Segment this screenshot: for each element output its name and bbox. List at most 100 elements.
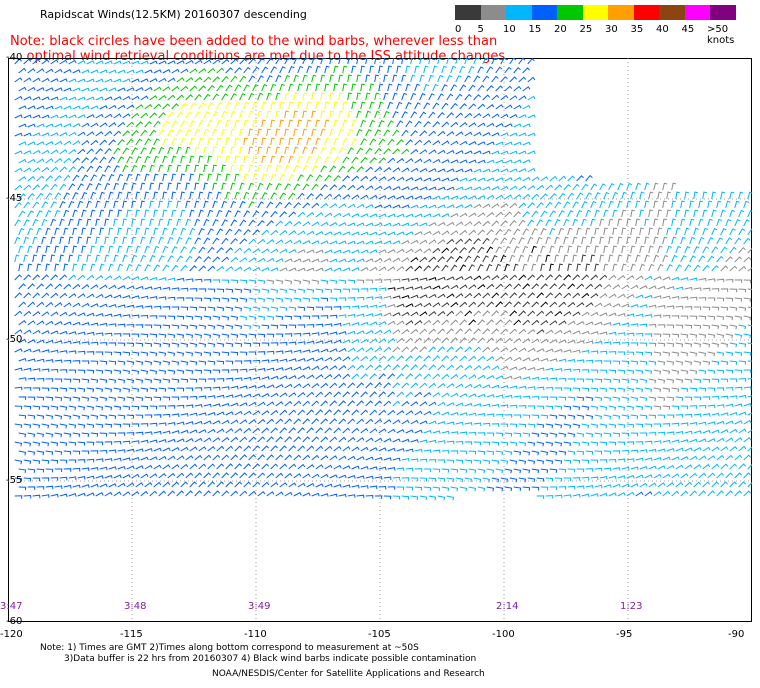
wind-barb (230, 472, 238, 479)
wind-barb (554, 348, 563, 353)
wind-barb (122, 164, 129, 173)
wind-barb (275, 418, 284, 425)
wind-barb (333, 373, 342, 380)
wind-barb (221, 351, 230, 356)
wind-barb (230, 333, 239, 339)
wind-barb (203, 218, 210, 227)
wind-barb (693, 464, 702, 470)
wind-barb (392, 419, 401, 425)
wind-barb (284, 183, 291, 191)
wind-barb (572, 477, 581, 481)
wind-barb (396, 65, 402, 74)
wind-barb (401, 477, 410, 481)
wind-barb (14, 495, 23, 499)
wind-barb (140, 78, 149, 83)
wind-barb (288, 137, 294, 146)
wind-barb (162, 209, 168, 218)
wind-barb (113, 165, 120, 173)
wind-barb (707, 278, 716, 282)
wind-barb (693, 227, 699, 236)
wind-barb (113, 313, 122, 318)
wind-barb (365, 204, 374, 209)
wind-barb (401, 364, 409, 371)
wind-barb (86, 274, 95, 281)
wind-barb (324, 212, 333, 218)
wind-barb (311, 348, 320, 353)
wind-barb (27, 263, 32, 272)
wind-barb (230, 128, 236, 137)
wind-barb (495, 246, 502, 254)
wind-barb (158, 77, 167, 83)
wind-barb (234, 342, 243, 347)
wind-barb (108, 432, 117, 437)
wind-barb (126, 245, 132, 254)
wind-barb (230, 351, 239, 356)
wind-barb (437, 328, 446, 335)
wind-barb (99, 432, 108, 437)
wind-barb (441, 65, 447, 74)
wind-barb (284, 383, 293, 389)
wind-barb (410, 477, 419, 482)
wind-barb (108, 104, 117, 110)
wind-barb (72, 87, 81, 92)
wind-barb (176, 236, 183, 245)
wind-barb (45, 123, 54, 128)
wind-barb (716, 200, 722, 209)
wind-barb (153, 342, 162, 348)
wind-barb (590, 218, 596, 227)
wind-barb (500, 441, 509, 446)
wind-barb (329, 382, 338, 389)
wind-barb (459, 177, 468, 182)
wind-barb (513, 395, 522, 399)
wind-barb (473, 75, 481, 83)
wind-barb (279, 267, 288, 272)
wind-barb (738, 360, 747, 365)
wind-barb (122, 200, 128, 209)
wind-barb (320, 400, 329, 407)
wind-barb (567, 175, 576, 182)
wind-barb (41, 114, 50, 119)
wind-barb (608, 218, 614, 227)
wind-barb (306, 267, 315, 272)
wind-barb (297, 324, 306, 328)
wind-barb (135, 378, 144, 384)
wind-barb (594, 467, 603, 472)
wind-barb (135, 209, 140, 218)
wind-barb (743, 279, 752, 284)
wind-barb (432, 158, 441, 164)
legend-label: 40 (656, 24, 669, 35)
wind-barb (423, 468, 432, 473)
wind-barb (716, 437, 725, 443)
wind-barb (203, 279, 212, 283)
wind-barb (392, 257, 401, 263)
wind-barb (324, 445, 333, 452)
wind-barb (504, 141, 513, 146)
wind-barb (495, 450, 504, 456)
wind-barb (729, 246, 737, 254)
wind-barb (77, 131, 86, 137)
wind-barb (567, 301, 576, 308)
wind-barb (347, 165, 355, 173)
wind-barb (266, 110, 272, 119)
wind-barb (180, 378, 189, 383)
wind-barb (432, 230, 441, 236)
wind-barb (572, 311, 581, 317)
wind-barb (221, 436, 230, 443)
wind-barb (396, 286, 405, 291)
wind-barb (486, 375, 495, 380)
wind-barb (725, 369, 734, 374)
wind-barb (410, 186, 419, 191)
wind-barb (680, 277, 689, 281)
wind-barb (297, 230, 306, 236)
wind-barb (320, 128, 326, 137)
wind-barb (572, 236, 578, 245)
wind-barb (680, 439, 689, 443)
wind-barb (153, 227, 159, 236)
wind-barb (545, 386, 554, 391)
wind-barb (608, 475, 617, 480)
wind-barb (392, 457, 401, 462)
wind-barb (603, 450, 612, 455)
wind-barb (144, 431, 153, 435)
wind-barb (185, 387, 194, 392)
wind-barb (72, 245, 77, 254)
